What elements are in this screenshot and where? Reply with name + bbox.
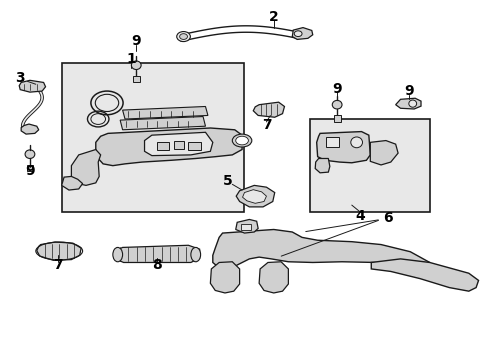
- Polygon shape: [122, 107, 207, 119]
- Ellipse shape: [131, 61, 141, 69]
- Polygon shape: [71, 149, 101, 185]
- Ellipse shape: [176, 32, 190, 41]
- Polygon shape: [315, 158, 329, 173]
- Polygon shape: [21, 124, 39, 134]
- Text: 4: 4: [355, 209, 365, 223]
- Ellipse shape: [331, 100, 341, 109]
- Polygon shape: [212, 229, 429, 269]
- Text: 2: 2: [268, 10, 278, 24]
- Text: 7: 7: [261, 118, 271, 132]
- Bar: [240, 224, 251, 230]
- Polygon shape: [253, 102, 284, 117]
- Ellipse shape: [25, 150, 35, 158]
- Bar: [333, 116, 340, 122]
- Polygon shape: [210, 262, 239, 293]
- Polygon shape: [37, 242, 81, 260]
- Bar: [188, 141, 200, 149]
- Text: 5: 5: [222, 174, 232, 188]
- Polygon shape: [292, 28, 312, 40]
- Bar: [310, 119, 429, 212]
- Bar: [61, 63, 244, 212]
- Text: 9: 9: [332, 82, 341, 95]
- Ellipse shape: [235, 136, 248, 145]
- Polygon shape: [144, 132, 212, 156]
- Ellipse shape: [179, 34, 187, 40]
- Polygon shape: [236, 185, 274, 207]
- Polygon shape: [114, 245, 199, 262]
- Polygon shape: [19, 80, 45, 92]
- Ellipse shape: [408, 100, 416, 107]
- Ellipse shape: [113, 247, 122, 262]
- Bar: [157, 142, 168, 149]
- Polygon shape: [316, 132, 369, 163]
- Text: 8: 8: [152, 258, 161, 273]
- Text: 9: 9: [25, 164, 35, 178]
- Text: 6: 6: [383, 211, 392, 225]
- Polygon shape: [395, 98, 420, 109]
- Polygon shape: [120, 117, 205, 130]
- Ellipse shape: [294, 31, 302, 37]
- Polygon shape: [96, 128, 242, 166]
- Polygon shape: [235, 220, 258, 233]
- Ellipse shape: [190, 247, 200, 262]
- Text: 3: 3: [15, 71, 25, 85]
- Polygon shape: [259, 262, 288, 293]
- Text: 9: 9: [404, 84, 413, 98]
- Polygon shape: [370, 259, 478, 291]
- Ellipse shape: [232, 134, 251, 147]
- Polygon shape: [61, 176, 82, 190]
- Polygon shape: [242, 190, 266, 203]
- Ellipse shape: [350, 137, 362, 148]
- Text: 7: 7: [53, 258, 63, 273]
- Bar: [26, 165, 33, 171]
- Polygon shape: [369, 140, 397, 165]
- Bar: [326, 137, 338, 147]
- Text: 9: 9: [131, 34, 141, 48]
- Bar: [173, 141, 183, 149]
- Text: 1: 1: [126, 52, 136, 66]
- Bar: [133, 76, 140, 82]
